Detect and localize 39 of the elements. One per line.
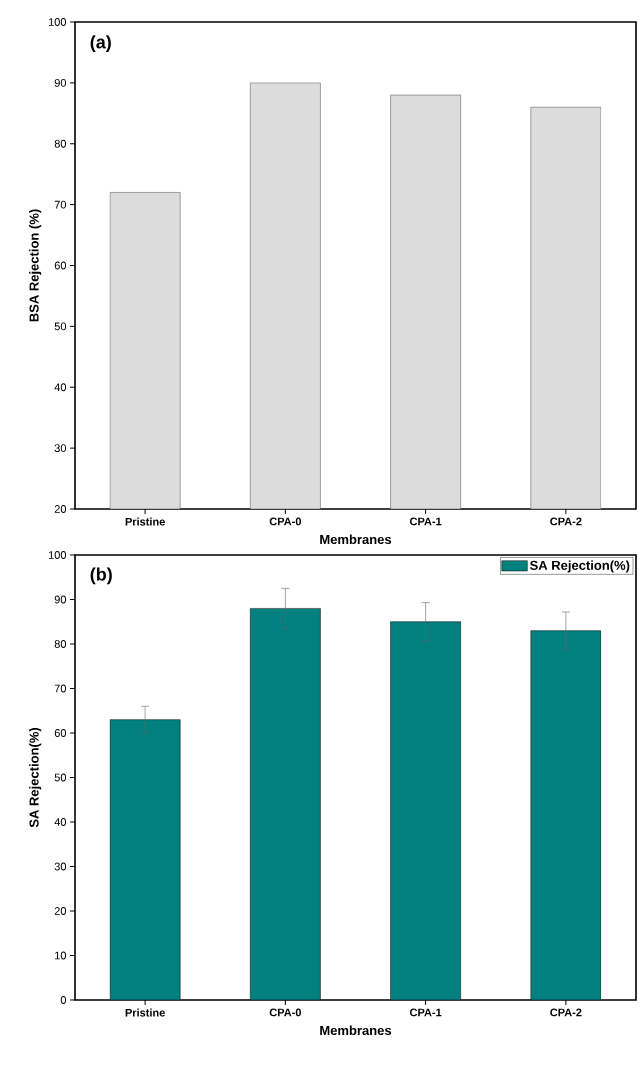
y-tick-label: 60 xyxy=(54,729,67,737)
y-tick-label: 10 xyxy=(55,951,67,960)
y-tick-label: 50 xyxy=(54,322,67,331)
y-tick-label: 30 xyxy=(54,444,67,453)
annotation: (b) xyxy=(90,567,112,585)
x-tick-label: CPA-0 xyxy=(269,1008,302,1017)
y-tick-label: 20 xyxy=(54,907,67,915)
y-tick-label: 40 xyxy=(54,383,67,392)
y-tick-label: 60 xyxy=(54,261,67,270)
legend-label: SA Rejection(%) xyxy=(529,560,630,573)
annotation: (a) xyxy=(90,35,111,53)
x-axis-title: Membranes xyxy=(320,534,392,545)
x-tick-label: Pristine xyxy=(125,517,165,526)
bar xyxy=(390,621,461,1000)
x-tick-label: Pristine xyxy=(125,1008,165,1017)
y-tick-label: 20 xyxy=(54,505,67,513)
x-tick-label: CPA-1 xyxy=(409,1008,442,1017)
bar xyxy=(530,630,602,1000)
y-axis-title: SA Rejection(%) xyxy=(29,727,42,828)
x-tick-label: CPA-2 xyxy=(550,517,582,526)
y-tick-label: 100 xyxy=(48,18,67,26)
y-tick-label: 40 xyxy=(54,818,67,826)
y-tick-label: 0 xyxy=(60,996,67,1004)
bar xyxy=(250,608,321,1000)
bar xyxy=(109,719,181,1000)
y-tick-label: 80 xyxy=(54,640,67,648)
y-tick-label: 80 xyxy=(54,139,67,148)
y-tick-label: 90 xyxy=(54,78,67,87)
x-tick-label: CPA-0 xyxy=(269,517,302,526)
y-tick-label: 50 xyxy=(54,773,67,782)
y-tick-label: 70 xyxy=(54,200,67,209)
y-tick-label: 30 xyxy=(54,862,67,871)
y-tick-label: 90 xyxy=(54,595,67,604)
x-tick-label: CPA-1 xyxy=(409,517,442,526)
y-tick-label: 100 xyxy=(48,551,67,559)
y-axis-title: BSA Rejection (%) xyxy=(29,209,42,322)
x-axis-title: Membranes xyxy=(320,1025,392,1036)
x-tick-label: CPA-2 xyxy=(550,1008,582,1017)
y-tick-label: 70 xyxy=(54,684,67,693)
